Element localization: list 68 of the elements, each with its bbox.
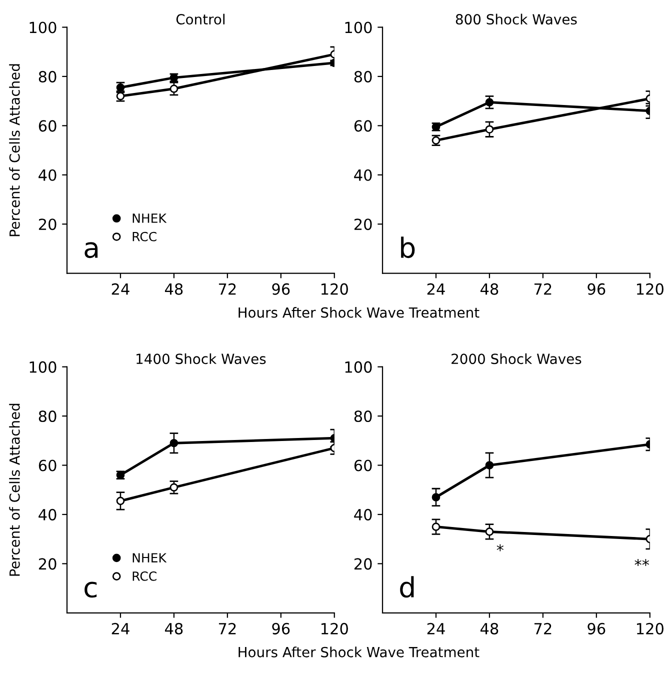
point	[485, 125, 494, 134]
x-tick-label: 24	[112, 283, 130, 295]
point	[170, 438, 178, 448]
point	[485, 528, 494, 536]
y-tick-label: 60	[38, 120, 56, 132]
y-tick-label: 80	[38, 70, 56, 82]
y-tick-label: 40	[354, 508, 372, 520]
x-tick-label: 24	[427, 622, 445, 634]
annotation: **	[634, 559, 650, 566]
y-tick-label: 100	[30, 22, 56, 34]
x-tick-label: 120	[636, 283, 664, 295]
point	[170, 483, 178, 492]
x-tick-label: 48	[164, 283, 183, 295]
x-tick-label: 72	[218, 622, 236, 634]
chart-title: 1400 Shock Waves	[136, 353, 266, 364]
x-tick-label: 24	[427, 283, 445, 295]
y-tick-label: 40	[38, 508, 56, 520]
x-tick-label: 120	[321, 622, 348, 634]
annotation: c	[84, 582, 97, 598]
x-tick-label: 48	[164, 622, 183, 634]
point	[116, 496, 125, 506]
y-tick-label: 20	[38, 558, 56, 570]
legend-label: NHEK	[132, 553, 167, 562]
y-axis-title: Percent of Cells Attached	[9, 64, 20, 236]
x-tick-label: 48	[480, 622, 498, 634]
annotation: b	[401, 236, 415, 258]
x-axis-title: Hours After Shock Wave Treatment	[238, 307, 480, 318]
chart-title: Control	[176, 14, 224, 25]
x-tick-label: 72	[218, 283, 236, 295]
y-tick-label: 100	[345, 361, 372, 373]
y-tick-label: 80	[38, 410, 56, 422]
x-axis-title: Hours After Shock Wave Treatment	[238, 646, 480, 658]
y-axis-title: Percent of Cells Attached	[9, 404, 20, 576]
y-tick-label: 40	[38, 169, 56, 181]
y-tick-label: 20	[354, 218, 372, 230]
legend-label: RCC	[132, 571, 156, 581]
annotation: a	[84, 242, 98, 258]
y-tick-label: 80	[354, 70, 372, 82]
legend-label: NHEK	[132, 214, 167, 223]
y-tick-label: 60	[38, 460, 56, 472]
y-tick-label: 20	[354, 558, 372, 570]
x-tick-label: 120	[636, 622, 664, 634]
x-tick-label: 96	[588, 622, 606, 634]
point	[485, 98, 494, 106]
y-tick-label: 100	[30, 361, 56, 373]
annotation: d	[400, 576, 414, 598]
point	[170, 84, 178, 93]
x-tick-label: 48	[480, 283, 498, 295]
x-tick-label: 96	[272, 622, 290, 634]
chart-title: 800 Shock Waves	[456, 14, 577, 25]
point	[432, 493, 440, 502]
x-tick-label: 96	[272, 283, 290, 295]
x-tick-label: 72	[534, 622, 552, 634]
y-tick-label: 40	[354, 169, 372, 181]
legend-label: RCC	[132, 232, 156, 242]
y-tick-label: 80	[354, 410, 372, 422]
y-tick-label: 60	[354, 460, 372, 472]
y-tick-label: 100	[345, 22, 372, 34]
annotation: *	[496, 544, 504, 552]
y-tick-label: 20	[38, 218, 56, 230]
x-tick-label: 24	[112, 622, 130, 634]
x-tick-label: 72	[534, 283, 552, 295]
y-tick-label: 60	[354, 120, 372, 132]
point	[485, 461, 494, 470]
point	[432, 522, 440, 531]
x-tick-label: 96	[588, 283, 606, 295]
x-tick-label: 120	[321, 283, 348, 295]
chart-title: 2000 Shock Waves	[452, 353, 582, 364]
